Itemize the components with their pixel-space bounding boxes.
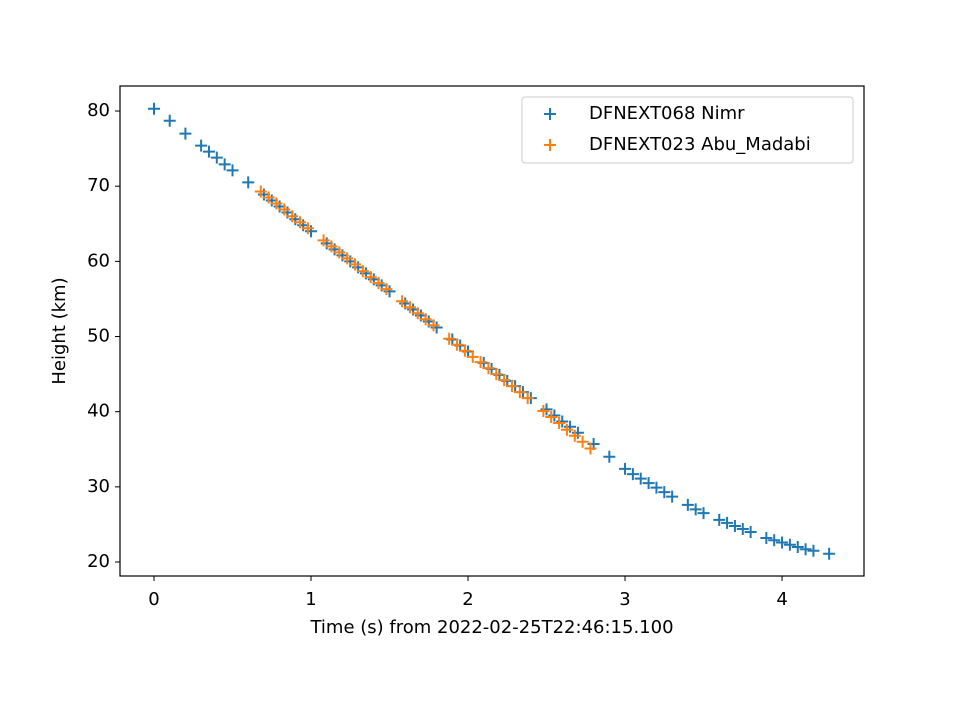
point [728,519,741,532]
point [545,410,558,423]
point [411,307,424,320]
point [505,380,518,393]
point [341,252,354,265]
point [348,258,361,271]
point [807,544,820,557]
y-axis-label: Height (km) [49,277,70,384]
point [294,216,307,229]
point [634,472,647,485]
point [490,368,503,381]
x-tick-label: 0 [148,589,159,610]
point [427,319,440,332]
point [760,531,773,544]
point [270,197,283,210]
point [553,416,566,429]
point [163,114,176,127]
point [584,442,597,455]
point [466,350,479,363]
point [568,429,581,442]
point [202,145,215,158]
point [681,498,694,511]
point [482,362,495,375]
point [262,191,275,204]
point [626,468,639,481]
point [403,301,416,314]
point [148,102,161,115]
point [689,503,702,516]
point [721,516,734,529]
point [317,234,330,247]
point [736,522,749,535]
legend-marker [544,108,556,120]
point [372,277,385,290]
point [642,477,655,490]
point [254,185,267,198]
x-tick-label: 4 [776,589,787,610]
point [744,525,757,538]
x-tick-label: 3 [619,589,630,610]
point [278,203,291,216]
point [179,127,192,140]
x-tick-label: 1 [305,589,316,610]
y-tick-label: 30 [87,476,110,497]
point [799,543,812,556]
point [301,222,314,235]
point [474,356,487,369]
y-tick-label: 60 [87,250,110,271]
point [210,151,223,164]
point [576,435,589,448]
point [286,210,299,223]
legend-label: DFNEXT068 Nimr [589,103,745,124]
point [791,540,804,553]
point [513,386,526,399]
y-tick-label: 20 [87,551,110,572]
legend-marker [544,139,556,151]
point [364,271,377,284]
point [242,176,255,189]
point [560,423,573,436]
point [451,338,464,351]
point [666,490,679,503]
point [823,547,836,560]
point [396,295,409,308]
point [537,404,550,417]
point [498,374,511,387]
point [419,313,432,326]
legend-label: DFNEXT023 Abu_Madabi [589,134,811,155]
plot-frame [119,85,865,577]
y-tick-label: 80 [87,100,110,121]
x-tick-label: 2 [462,589,473,610]
point [226,164,239,177]
x-axis-label: Time (s) from 2022-02-25T22:46:15.100 [309,617,673,638]
point [783,538,796,551]
point [768,534,781,547]
point [325,240,338,253]
y-tick-label: 70 [87,175,110,196]
point [713,513,726,526]
point [658,486,671,499]
point [458,344,471,357]
point [697,507,710,520]
y-tick-label: 50 [87,326,110,347]
point [521,392,534,405]
point [356,265,369,278]
point [619,462,632,475]
point [603,450,616,463]
y-tick-label: 40 [87,401,110,422]
legend-box [521,96,854,164]
point [650,481,663,494]
point [443,332,456,345]
point [333,246,346,259]
point [776,536,789,549]
point [218,158,231,171]
point [380,283,393,296]
point [195,139,208,152]
